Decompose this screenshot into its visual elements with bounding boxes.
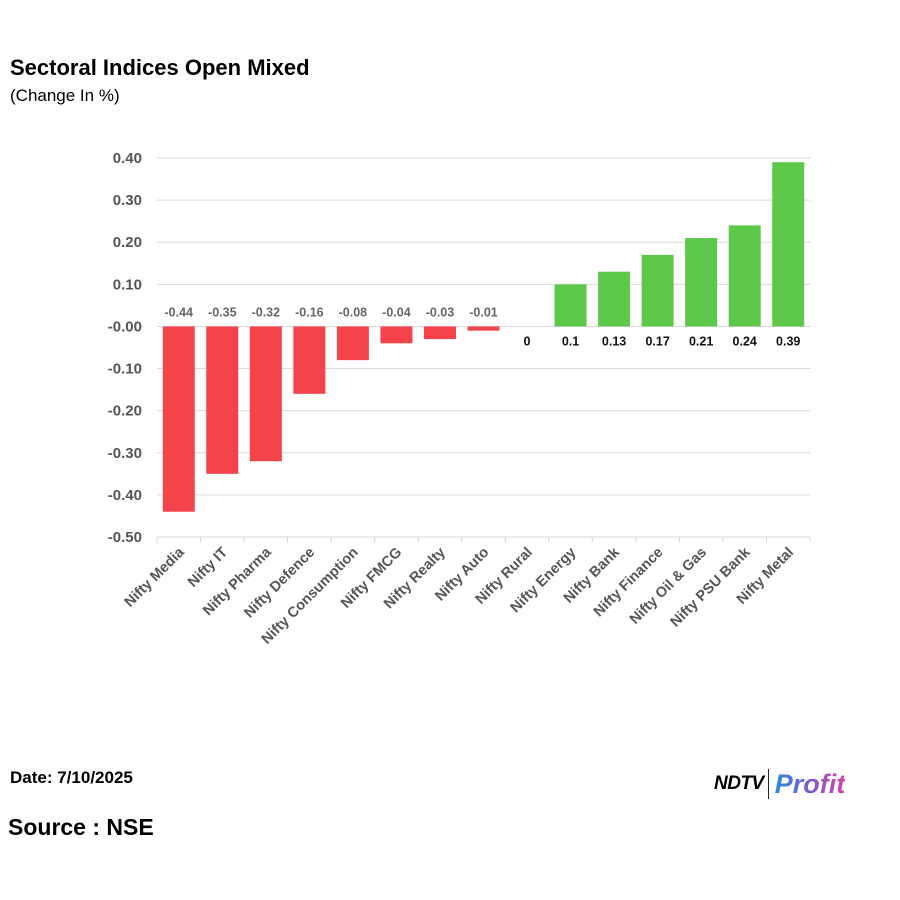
bar — [467, 326, 500, 331]
bar — [772, 162, 805, 327]
x-tick-label: Nifty Oil & Gas — [627, 545, 710, 628]
y-tick-label: -0.30 — [108, 445, 142, 462]
data-label: 0.39 — [776, 334, 800, 348]
bar — [685, 238, 718, 327]
data-label: -0.44 — [165, 305, 194, 319]
data-label: 0 — [524, 334, 531, 348]
bar — [206, 326, 239, 474]
bar — [598, 271, 631, 327]
y-tick-label: 0.30 — [113, 192, 142, 209]
bar — [249, 326, 282, 462]
bar — [336, 326, 369, 361]
bar — [423, 326, 456, 340]
bar — [293, 326, 326, 394]
data-label: -0.08 — [339, 305, 368, 319]
data-label: -0.01 — [469, 305, 498, 319]
y-tick-label: -0.00 — [108, 318, 142, 335]
ndtv-logo-text: NDTV — [714, 773, 764, 794]
bar-chart: 0.400.300.200.10-0.00-0.10-0.20-0.30-0.4… — [108, 150, 811, 648]
data-label: -0.16 — [295, 305, 324, 319]
bar — [380, 326, 413, 344]
ndtv-profit-logo: NDTV Profit — [714, 767, 845, 801]
bar — [728, 225, 761, 327]
data-label: 0.17 — [645, 334, 669, 348]
data-label: -0.35 — [208, 305, 237, 319]
logo-divider — [767, 769, 769, 799]
profit-logo-text: Profit — [774, 768, 846, 799]
data-label: -0.04 — [382, 305, 411, 319]
data-label: 0.21 — [689, 334, 713, 348]
y-tick-label: -0.40 — [108, 487, 142, 504]
data-label: 0.13 — [602, 334, 626, 348]
data-label: 0.24 — [733, 334, 757, 348]
bar — [554, 284, 587, 327]
y-tick-label: 0.40 — [113, 150, 142, 167]
bar — [162, 326, 195, 512]
y-tick-label: -0.10 — [108, 361, 142, 378]
bar — [641, 254, 674, 327]
chart-subtitle: (Change In %) — [10, 86, 120, 105]
x-tick-label: Nifty Media — [122, 544, 189, 611]
date-label: Date: 7/10/2025 — [10, 768, 133, 787]
data-label: 0.1 — [562, 334, 579, 348]
data-label: -0.32 — [252, 305, 281, 319]
y-tick-label: -0.50 — [108, 529, 142, 546]
y-tick-label: 0.10 — [113, 276, 142, 293]
y-tick-label: -0.20 — [108, 403, 142, 420]
x-tick-label: Nifty PSU Bank — [668, 544, 755, 631]
chart-title: Sectoral Indices Open Mixed — [10, 55, 310, 80]
data-label: -0.03 — [426, 305, 455, 319]
y-tick-label: 0.20 — [113, 234, 142, 251]
source-label: Source : NSE — [8, 814, 154, 840]
